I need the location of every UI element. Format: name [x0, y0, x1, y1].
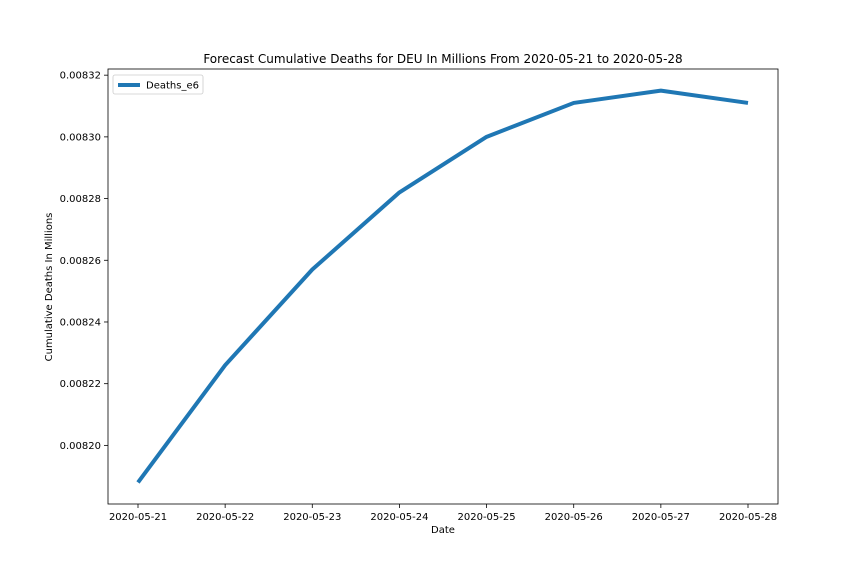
legend-box	[112, 74, 204, 95]
x-tick-label: 2020-05-23	[283, 512, 341, 523]
legend: Deaths_e6	[112, 74, 204, 95]
x-tick-label: 2020-05-27	[632, 512, 690, 523]
chart-title: Forecast Cumulative Deaths for DEU In Mi…	[203, 52, 682, 66]
y-tick-label: 0.00826	[60, 256, 101, 267]
x-tick-label: 2020-05-26	[545, 512, 603, 523]
legend-label-Deaths_e6: Deaths_e6	[146, 81, 199, 92]
x-tick-label: 2020-05-28	[719, 512, 777, 523]
x-axis-label: Date	[431, 525, 455, 536]
y-tick-label: 0.00830	[60, 132, 101, 143]
x-tick-label: 2020-05-24	[370, 512, 428, 523]
y-tick-label: 0.00824	[60, 317, 101, 328]
plot-area: 2020-05-21 2020-05-22 2020-05-23 2020-05-24…	[60, 68, 779, 523]
y-tick-label: 0.00832	[60, 71, 101, 82]
y-tick-label: 0.00820	[60, 441, 101, 452]
y-tick-label: 0.00822	[60, 379, 101, 390]
x-tick-label: 2020-05-22	[196, 512, 254, 523]
series-line-Deaths_e6	[136, 88, 749, 484]
x-tick-label: 2020-05-25	[458, 512, 516, 523]
y-axis-label: Cumulative Deaths In Millions	[44, 213, 55, 362]
plot-frame	[107, 68, 779, 505]
x-tick-label: 2020-05-21	[109, 512, 167, 523]
y-tick-label: 0.00828	[60, 194, 101, 205]
